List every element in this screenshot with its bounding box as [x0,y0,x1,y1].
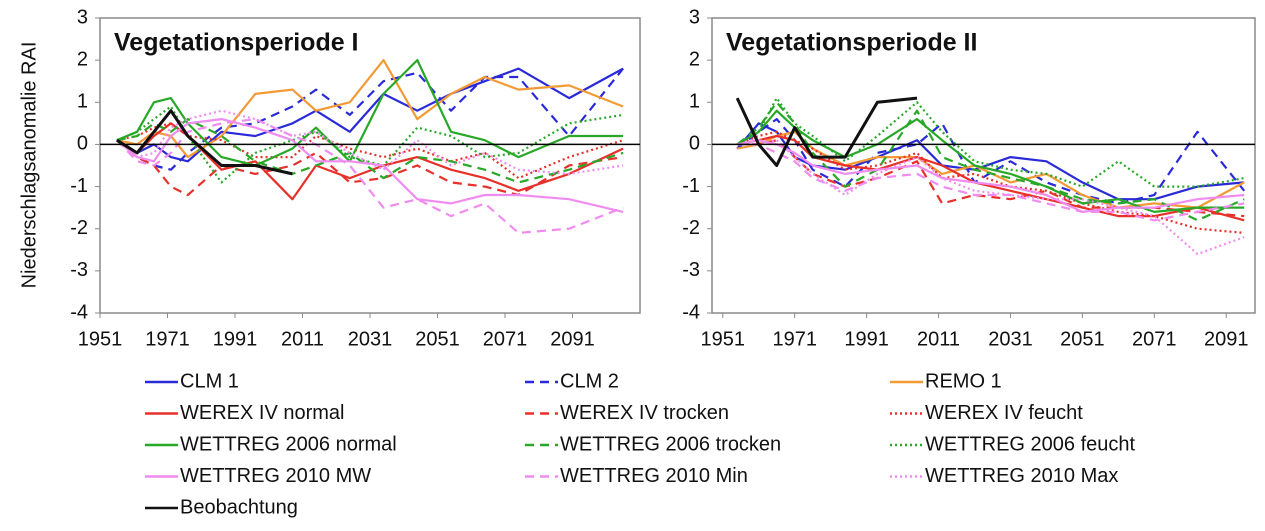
series-line [736,101,1245,222]
series-line [116,109,624,175]
y-tick-label: -3 [682,259,700,281]
series-line [736,109,1245,213]
legend-label: WEREX IV feucht [925,402,1083,424]
y-tick-label: 2 [77,48,88,70]
series-line [116,122,624,180]
series-line [737,139,1245,256]
x-tick-label: 2071 [483,328,528,350]
y-tick-label: -4 [70,301,88,323]
y-tick-label: 0 [77,133,88,155]
plot-area [99,17,641,314]
x-tick-label: 1951 [701,328,746,350]
y-tick-label: -4 [682,301,700,323]
y-tick-label: 3 [689,6,700,28]
x-tick-label: 2031 [348,328,393,350]
y-tick-label: 0 [689,133,700,155]
x-tick-label: 1991 [213,328,258,350]
series-line [116,118,624,184]
series-line [116,67,624,171]
legend-label: REMO 1 [925,370,1002,392]
y-tick-label: 1 [77,91,88,113]
legend-label: WETTREG 2006 feucht [925,433,1136,455]
chart-title: Vegetationsperiode I [114,29,359,57]
legend-label: WETTREG 2010 Min [560,465,748,487]
x-tick-label: 1971 [772,328,817,350]
x-tick-label: 2091 [1204,328,1249,350]
x-tick-label: 2051 [1060,328,1105,350]
chart-title: Vegetationsperiode II [726,29,977,57]
legend-label: WETTREG 2006 trocken [560,433,781,455]
y-tick-label: -2 [70,217,88,239]
series-line [116,59,624,167]
legend-label: WETTREG 2010 MW [180,465,371,487]
series-line [736,130,1245,209]
x-tick-label: 2011 [281,328,324,350]
series-line [116,109,293,176]
y-tick-label: -1 [70,175,88,197]
legend-label: WETTREG 2006 normal [180,433,397,455]
y-tick-label: 1 [689,91,700,113]
legend-label: WETTREG 2010 Max [925,465,1118,487]
x-tick-label: 1971 [145,328,190,350]
x-tick-label: 2071 [1132,328,1177,350]
x-tick-label: 1991 [844,328,889,350]
y-tick-label: -2 [682,217,700,239]
series-line [116,139,624,197]
y-tick-label: -3 [70,259,88,281]
x-tick-label: 1951 [78,328,123,350]
x-tick-label: 2011 [917,328,960,350]
legend-label: WEREX IV normal [180,402,344,424]
legend-label: Beobachtung [180,496,298,518]
series-line [735,96,918,167]
x-tick-label: 2051 [415,328,460,350]
legend-label: CLM 2 [560,370,619,392]
y-tick-label: -1 [682,175,700,197]
x-tick-label: 2031 [988,328,1033,350]
x-tick-label: 2091 [550,328,595,350]
y-axis-label: Niederschlagsanomalie RAI [18,42,40,289]
y-tick-label: 2 [689,48,700,70]
y-tick-label: 3 [77,6,88,28]
legend-label: WEREX IV trocken [560,402,729,424]
legend-label: CLM 1 [180,370,239,392]
